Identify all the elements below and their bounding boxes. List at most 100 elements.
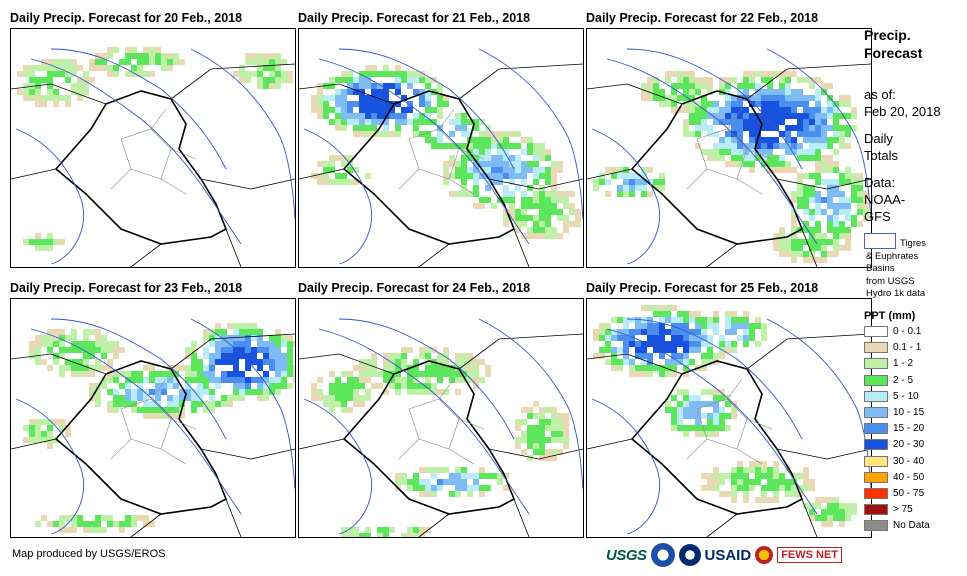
- precip-cell: [149, 401, 155, 407]
- precip-cell: [647, 335, 653, 341]
- precip-cell: [191, 359, 197, 365]
- precip-cell: [647, 365, 653, 371]
- precip-cell: [323, 95, 329, 101]
- precip-cell: [125, 521, 131, 527]
- precip-cell: [803, 77, 809, 83]
- precip-cell: [731, 125, 737, 131]
- precip-cell: [845, 113, 851, 119]
- precip-cell: [677, 77, 683, 83]
- precip-cell: [335, 107, 341, 113]
- precip-cell: [545, 449, 551, 455]
- precip-cell: [437, 131, 443, 137]
- precip-cell: [797, 173, 803, 179]
- precip-cell: [143, 59, 149, 65]
- precip-cell: [383, 71, 389, 77]
- precip-cell: [827, 509, 833, 515]
- precip-cell: [623, 329, 629, 335]
- precip-cell: [95, 395, 101, 401]
- precip-cell: [767, 95, 773, 101]
- precip-cell: [443, 179, 449, 185]
- precip-cell: [665, 371, 671, 377]
- legend-label: 1 - 2: [893, 358, 914, 370]
- precip-cell: [125, 395, 131, 401]
- precip-cell: [467, 359, 473, 365]
- precip-cell: [533, 203, 539, 209]
- precip-cell: [395, 101, 401, 107]
- precip-cell: [203, 407, 209, 413]
- precip-cell: [815, 107, 821, 113]
- basin-line: from USGS: [866, 275, 915, 287]
- precip-cell: [497, 137, 503, 143]
- precip-cell: [209, 353, 215, 359]
- precip-cell: [449, 131, 455, 137]
- precip-cell: [605, 329, 611, 335]
- precip-cell: [569, 209, 575, 215]
- precip-cell: [737, 83, 743, 89]
- precip-cell: [791, 473, 797, 479]
- precip-cell: [791, 167, 797, 173]
- precip-cell: [467, 173, 473, 179]
- precip-cell: [131, 401, 137, 407]
- precip-cell: [407, 383, 413, 389]
- precip-cell: [533, 161, 539, 167]
- precip-cell: [695, 419, 701, 425]
- precip-cell: [161, 371, 167, 377]
- precip-cell: [401, 533, 407, 537]
- precip-cell: [785, 101, 791, 107]
- precip-cell: [731, 143, 737, 149]
- precip-cell: [683, 389, 689, 395]
- precip-cell: [95, 65, 101, 71]
- precip-cell: [779, 89, 785, 95]
- precip-cell: [671, 317, 677, 323]
- precip-cell: [665, 317, 671, 323]
- precip-cell: [185, 389, 191, 395]
- precip-cell: [455, 473, 461, 479]
- precip-cell: [17, 71, 23, 77]
- precip-cell: [353, 113, 359, 119]
- precip-cell: [857, 185, 863, 191]
- precip-cell: [815, 227, 821, 233]
- precip-cell: [725, 329, 731, 335]
- precip-cell: [191, 353, 197, 359]
- precip-cell: [545, 215, 551, 221]
- precip-cell: [461, 155, 467, 161]
- precip-cell: [245, 365, 251, 371]
- precip-cell: [389, 83, 395, 89]
- precip-cell: [107, 47, 113, 53]
- precip-cell: [821, 107, 827, 113]
- precip-cell: [545, 167, 551, 173]
- precip-cell: [503, 209, 509, 215]
- precip-cell: [311, 395, 317, 401]
- precip-cell: [365, 65, 371, 71]
- precip-cell: [143, 407, 149, 413]
- legend-item: 40 - 50: [864, 471, 924, 484]
- precip-cell: [389, 101, 395, 107]
- precip-cell: [827, 107, 833, 113]
- precip-cell: [845, 239, 851, 245]
- precip-cell: [287, 341, 293, 347]
- precip-cell: [425, 119, 431, 125]
- precip-cell: [383, 95, 389, 101]
- precip-cell: [539, 407, 545, 413]
- precip-cell: [767, 77, 773, 83]
- precip-cell: [659, 323, 665, 329]
- precip-cell: [713, 143, 719, 149]
- precip-cell: [725, 143, 731, 149]
- precip-cell: [197, 389, 203, 395]
- precip-cell: [791, 95, 797, 101]
- precip-cell: [107, 407, 113, 413]
- precip-cell: [659, 95, 665, 101]
- precip-cell: [431, 467, 437, 473]
- precip-cell: [599, 323, 605, 329]
- country-borders: [587, 63, 871, 267]
- precip-cell: [395, 83, 401, 89]
- precip-cell: [485, 371, 491, 377]
- precip-cell: [791, 137, 797, 143]
- precip-cell: [695, 347, 701, 353]
- precip-cell: [773, 119, 779, 125]
- precip-cell: [797, 245, 803, 251]
- precip-cell: [803, 173, 809, 179]
- precip-map: [10, 298, 296, 538]
- precip-cell: [233, 365, 239, 371]
- precip-cell: [65, 65, 71, 71]
